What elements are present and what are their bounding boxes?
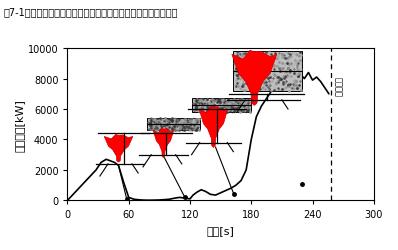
X-axis label: 時間[s]: 時間[s] — [207, 225, 234, 235]
Bar — [147, 119, 200, 131]
Text: 実験中止: 実験中止 — [333, 76, 342, 96]
Bar — [233, 52, 302, 92]
Y-axis label: 発熱速度[kW]: 発熱速度[kW] — [15, 98, 25, 151]
Bar — [192, 99, 251, 113]
Text: 図7-1　ルームコーナー試験における内装材料の発熱速度想定例: 図7-1 ルームコーナー試験における内装材料の発熱速度想定例 — [4, 8, 178, 18]
Polygon shape — [153, 129, 174, 158]
Polygon shape — [104, 135, 133, 162]
Polygon shape — [232, 51, 277, 106]
Polygon shape — [199, 107, 228, 148]
